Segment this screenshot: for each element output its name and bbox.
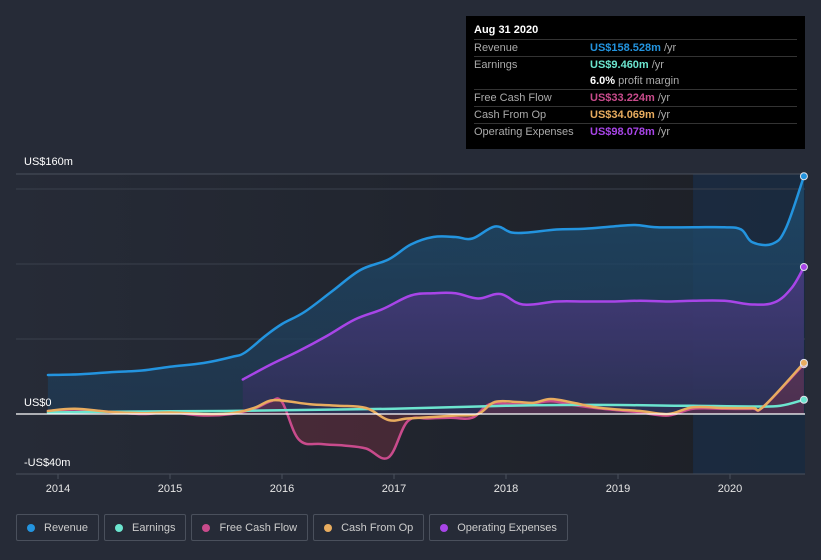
tooltip-value: US$34.069m xyxy=(590,109,655,121)
legend-label: Operating Expenses xyxy=(457,521,557,534)
legend-label: Earnings xyxy=(132,521,176,534)
tooltip-row-cash-from-op: Cash From Op US$34.069m /yr xyxy=(474,106,797,123)
tooltip-value: US$158.528m xyxy=(590,42,661,54)
operating-expenses-line xyxy=(241,265,806,381)
tooltip: Aug 31 2020 Revenue US$158.528m /yr Earn… xyxy=(466,16,805,149)
legend-label: Revenue xyxy=(44,521,89,534)
operating-expenses-area xyxy=(242,267,804,414)
tooltip-label: Revenue xyxy=(474,42,519,54)
tooltip-row-operating-expenses: Operating Expenses US$98.078m /yr xyxy=(474,123,797,140)
legend: Revenue Earnings Free Cash Flow Cash Fro… xyxy=(16,514,568,541)
tooltip-row-revenue: Revenue US$158.528m /yr xyxy=(474,39,797,56)
x-tick-label: 2015 xyxy=(158,483,182,495)
x-tick-label: 2014 xyxy=(46,483,70,495)
y-tick-label: -US$40m xyxy=(24,457,70,469)
tooltip-value: US$98.078m xyxy=(590,126,655,138)
y-tick-label: US$0 xyxy=(24,397,52,409)
legend-label: Cash From Op xyxy=(341,521,414,534)
legend-item-earnings[interactable]: Earnings xyxy=(104,514,187,541)
chart-svg: US$160m US$0 -US$40m 2014 2015 2016 2017 2018 2… xyxy=(16,156,808,495)
tooltip-unit: profit margin xyxy=(618,75,680,87)
y-tick-label: US$160m xyxy=(24,156,73,168)
tooltip-row-free-cash-flow: Free Cash Flow US$33.224m /yr xyxy=(474,89,797,106)
revenue-endpoint-marker xyxy=(799,172,808,181)
cash-from-op-endpoint-marker xyxy=(799,358,808,367)
tooltip-unit: /yr xyxy=(651,59,664,71)
earnings-endpoint-marker xyxy=(799,395,808,404)
x-tick-label: 2017 xyxy=(382,483,406,495)
tooltip-label xyxy=(474,73,590,89)
tooltip-value: US$9.460m xyxy=(590,59,649,71)
earnings-line xyxy=(46,398,806,414)
tooltip-label: Free Cash Flow xyxy=(474,92,552,104)
tooltip-unit: /yr xyxy=(657,109,671,121)
tooltip-unit: /yr xyxy=(657,126,671,138)
x-tick-label: 2016 xyxy=(270,483,294,495)
x-tick-label: 2019 xyxy=(606,483,630,495)
earnings-dot-icon xyxy=(115,523,124,532)
tooltip-row-earnings: Earnings US$9.460m /yr xyxy=(474,56,797,73)
legend-label: Free Cash Flow xyxy=(219,521,298,534)
tooltip-value: 6.0% xyxy=(590,75,616,87)
tooltip-label: Cash From Op xyxy=(474,109,547,121)
legend-item-free-cash-flow[interactable]: Free Cash Flow xyxy=(191,514,309,541)
legend-item-revenue[interactable]: Revenue xyxy=(16,514,100,541)
free-cash-flow-dot-icon xyxy=(202,523,211,532)
tooltip-unit: /yr xyxy=(663,42,677,54)
legend-item-operating-expenses[interactable]: Operating Expenses xyxy=(429,514,568,541)
tooltip-row-profit-margin: 6.0% profit margin xyxy=(474,73,797,89)
tooltip-label: Earnings xyxy=(474,59,518,71)
x-tick-label: 2020 xyxy=(718,483,742,495)
operating-expenses-endpoint-marker xyxy=(799,263,808,271)
cash-from-op-dot-icon xyxy=(324,523,333,532)
tooltip-date: Aug 31 2020 xyxy=(474,24,539,36)
tooltip-unit: /yr xyxy=(657,92,671,104)
revenue-line xyxy=(46,175,806,377)
operating-expenses-dot-icon xyxy=(440,523,449,532)
legend-item-cash-from-op[interactable]: Cash From Op xyxy=(313,514,425,541)
x-tick-label: 2018 xyxy=(494,483,518,495)
tooltip-value: US$33.224m xyxy=(590,92,655,104)
revenue-dot-icon xyxy=(27,523,35,532)
tooltip-label: Operating Expenses xyxy=(474,126,574,138)
